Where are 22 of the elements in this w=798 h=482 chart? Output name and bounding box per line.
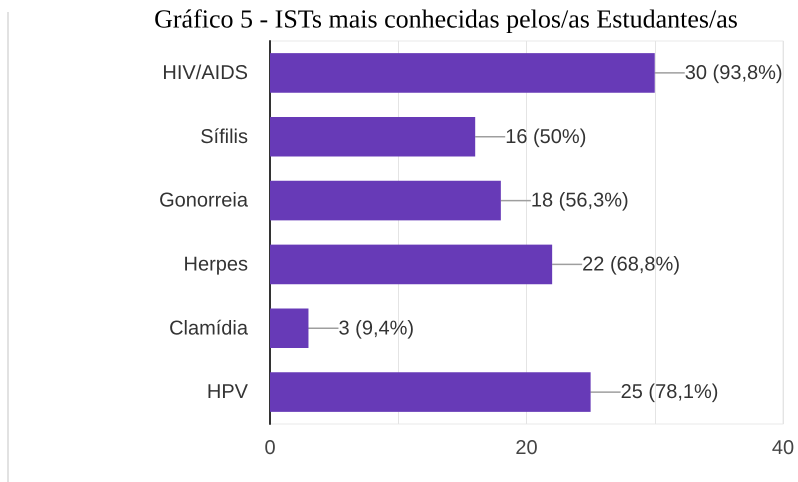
x-tick-label: 20 (515, 437, 538, 459)
x-tick-label: 40 (772, 437, 794, 459)
bar (270, 244, 552, 284)
bar (270, 372, 591, 412)
bar (270, 116, 476, 157)
bar (270, 53, 655, 93)
data-label: 18 (56,3%) (530, 190, 629, 212)
data-label: 16 (50%) (505, 126, 586, 148)
y-tick-label: Sífilis (200, 126, 248, 148)
y-tick-label: HPV (206, 381, 249, 404)
chart-title: Gráfico 5 - ISTs mais conhecidas pelos/as Estudantes/as (154, 4, 738, 34)
bar (270, 308, 308, 348)
data-label: 3 (9,4%) (338, 317, 414, 340)
y-tick-label: Herpes (184, 253, 248, 276)
data-label: 22 (68,8%) (582, 253, 680, 276)
x-tick-label: 0 (264, 437, 276, 459)
y-tick-label: Gonorreia (159, 190, 249, 212)
bar (270, 180, 501, 220)
data-label: 25 (78,1%) (620, 381, 718, 404)
data-label: 30 (93,8%) (684, 62, 783, 84)
y-tick-label: HIV/AIDS (162, 62, 248, 84)
y-tick-label: Clamídia (169, 317, 249, 340)
